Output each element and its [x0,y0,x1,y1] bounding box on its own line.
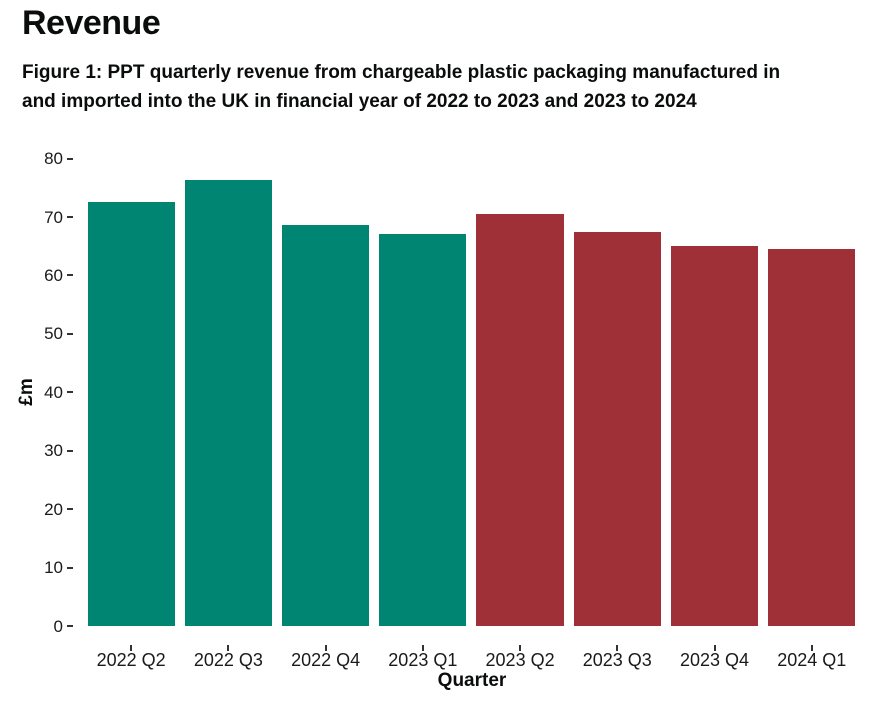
bar-2022-q3 [184,180,273,626]
x-tick-label-2023-q2: 2023 Q2 [485,650,555,670]
x-axis-title: Quarter [437,670,507,691]
x-tick-label-2022-q4: 2022 Q4 [291,650,361,670]
y-tick-label-80: 80 [44,149,63,169]
x-tick-label-2024-q1: 2024 Q1 [777,650,847,670]
y-tick-label-70: 70 [44,207,63,227]
x-tick-mark-2022-q2 [130,645,133,651]
y-tick-label-60: 60 [44,265,63,285]
y-tick-label-40: 40 [44,382,63,402]
bar-2023-q1 [379,233,467,626]
page-title: Revenue [22,4,161,42]
x-tick-label-2023-q1: 2023 Q1 [388,650,458,670]
y-tick-mark-30 [67,449,73,452]
y-tick-label-30: 30 [44,441,63,461]
figure-caption-line-1: Figure 1: PPT quarterly revenue from cha… [22,62,781,83]
y-tick-label-10: 10 [44,558,63,578]
y-tick-mark-10 [67,566,73,569]
bar-2024-q1 [768,248,856,626]
bar-2022-q2 [87,201,175,626]
x-tick-mark-2022-q4 [324,645,327,651]
bar-2023-q4 [670,245,759,626]
y-tick-mark-80 [67,157,73,160]
bar-2023-q2 [476,213,564,626]
bar-2022-q4 [281,225,370,626]
figure-caption-line-2: and imported into the UK in financial ye… [22,91,697,112]
y-tick-mark-50 [67,332,73,335]
y-tick-label-20: 20 [44,499,63,519]
x-tick-mark-2023-q4 [713,645,716,651]
y-tick-mark-0 [67,625,73,627]
x-tick-label-2022-q2: 2022 Q2 [96,650,166,670]
y-tick-mark-60 [67,274,73,277]
x-tick-mark-2022-q3 [227,645,230,651]
bar-2023-q3 [573,231,661,626]
x-tick-mark-2023-q1 [421,645,424,651]
figure-caption: Figure 1: PPT quarterly revenue from cha… [22,58,780,116]
x-tick-mark-2023-q2 [519,645,522,651]
x-tick-label-2023-q3: 2023 Q3 [582,650,652,670]
y-tick-mark-70 [67,216,73,219]
y-tick-mark-20 [67,508,73,511]
y-tick-mark-40 [67,391,73,394]
y-tick-label-0: 0 [53,616,63,636]
x-tick-mark-2023-q3 [616,645,619,651]
x-tick-mark-2024-q1 [810,645,813,651]
x-tick-label-2022-q3: 2022 Q3 [193,650,263,670]
x-tick-label-2023-q4: 2023 Q4 [679,650,750,670]
y-tick-label-50: 50 [44,324,63,344]
